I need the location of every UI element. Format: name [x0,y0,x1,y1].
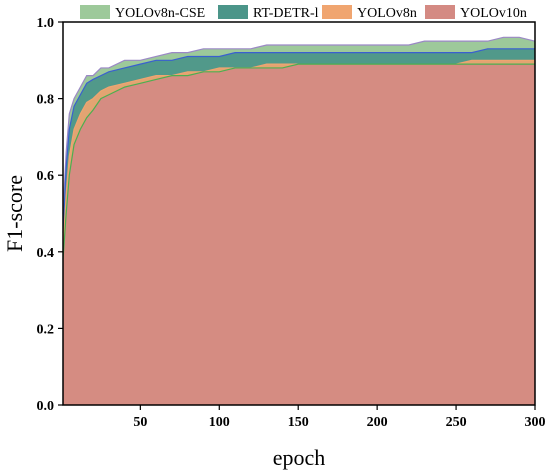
y-tick-label: 0.2 [37,322,55,337]
series-areas [62,36,536,406]
line-rt-detr-l [62,48,535,233]
legend-item-yolov10n: YOLOv10n [425,5,527,21]
legend-swatch [425,5,455,19]
legend-item-rt-detr-l: RT-DETR-l [218,5,319,21]
x-tick-label: 250 [446,415,467,430]
legend: YOLOv8n-CSE RT-DETR-l YOLOv8n YOLOv10n [80,5,527,21]
x-axis-ticks: 50 100 150 200 250 300 [133,405,546,430]
legend-label: RT-DETR-l [253,6,319,21]
line-yolov8n-cse [62,36,536,214]
x-tick-label: 150 [288,415,309,430]
legend-swatch [218,5,248,19]
y-tick-label: 0.8 [37,93,55,108]
line-yolov10n [62,63,535,260]
y-tick-label: 0.4 [37,246,55,261]
legend-item-yolov8n: YOLOv8n [322,5,417,21]
x-tick-label: 100 [209,415,230,430]
legend-item-yolov8n-cse: YOLOv8n-CSE [80,5,205,21]
x-tick-label: 200 [367,415,388,430]
y-axis-title: F1-score [2,175,27,252]
y-tick-label: 0.6 [37,169,55,184]
legend-swatch [322,5,352,19]
legend-label: YOLOv8n [357,6,417,21]
legend-label: YOLOv10n [460,6,527,21]
x-tick-label: 300 [525,415,546,430]
x-axis-title: epoch [273,445,326,470]
y-axis-ticks: 0.0 0.2 0.4 0.6 0.8 1.0 [37,16,63,414]
legend-swatch [80,5,110,19]
y-tick-label: 1.0 [37,16,55,31]
y-tick-label: 0.0 [37,399,55,414]
plot-frame [62,21,536,406]
legend-label: YOLOv8n-CSE [115,6,205,21]
x-tick-label: 50 [133,415,147,430]
area-yolov10n [63,64,535,405]
